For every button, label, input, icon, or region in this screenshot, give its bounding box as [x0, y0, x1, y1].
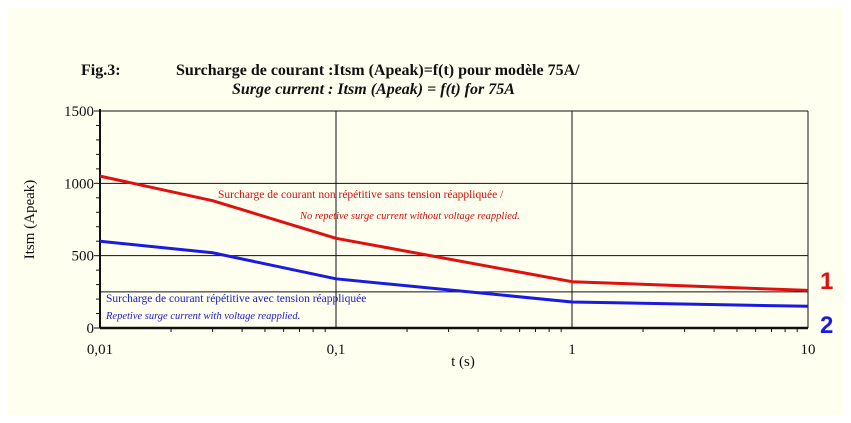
x-tick-label: 1	[568, 342, 576, 358]
annotation-series-2-en: Repetive surge current with voltage reap…	[105, 311, 300, 322]
annotation-series-2-fr: Surcharge de courant répétitive avec ten…	[106, 293, 366, 305]
annotation-series-1-fr: Surcharge de courant non répétitive sans…	[218, 189, 504, 201]
y-axis-label: Itsm (Apeak)	[22, 180, 38, 260]
plot-area: 0 500 1000 1500 0,01 0,1 1 10 t (s) Itsm (Apeak) 1…	[22, 104, 833, 370]
y-tick-label: 1000	[64, 176, 94, 192]
surge-current-chart: Fig.3: Surcharge de courant :Itsm (Apeak…	[22, 62, 833, 370]
curve-number-1: 1	[820, 268, 833, 295]
series-line-1	[99, 174, 809, 292]
y-tick-label: 500	[72, 249, 95, 265]
series-line-2	[99, 239, 809, 308]
x-axis-label: t (s)	[451, 354, 475, 370]
x-tick-label: 0,1	[327, 342, 346, 358]
y-tick-label: 0	[87, 321, 95, 337]
annotation-series-1-en: No repetive surge current without voltag…	[299, 211, 520, 222]
x-tick-label: 10	[801, 342, 816, 358]
chart-title-en: Surge current : Itsm (Apeak) = f(t) for …	[232, 81, 515, 98]
x-tick-label: 0,01	[87, 342, 113, 358]
y-tick-label: 1500	[64, 104, 94, 120]
curve-number-2: 2	[820, 312, 833, 339]
figure-label: Fig.3:	[81, 62, 121, 79]
chart-title-fr: Surcharge de courant :Itsm (Apeak)=f(t) …	[176, 62, 580, 79]
figure-panel: Fig.3: Surcharge de courant :Itsm (Apeak…	[8, 8, 843, 415]
